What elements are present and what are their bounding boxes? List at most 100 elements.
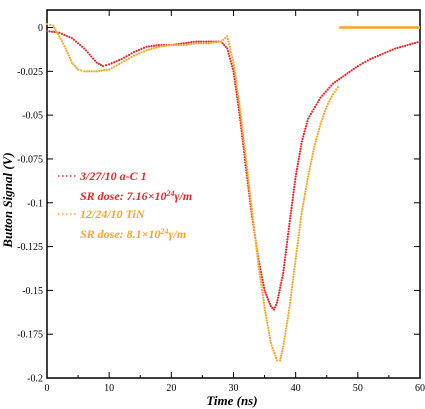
series-2-point xyxy=(273,351,276,355)
series-2-point xyxy=(242,142,246,145)
series-1-point xyxy=(399,46,402,49)
series-1-point xyxy=(303,130,306,133)
series-2-point xyxy=(232,64,235,67)
series-2-point xyxy=(304,187,307,191)
series-1-point xyxy=(309,112,312,116)
series-2-point xyxy=(281,350,284,353)
series-2-point xyxy=(60,40,64,43)
series-1-point xyxy=(182,42,185,45)
series-1-point xyxy=(328,86,331,89)
series-1-point xyxy=(263,289,266,292)
series-2-point xyxy=(142,50,146,53)
series-1-point xyxy=(298,152,301,156)
series-1-point xyxy=(336,79,339,82)
series-2-point xyxy=(83,70,86,73)
series-1-point xyxy=(279,286,282,289)
series-1-point xyxy=(281,276,284,279)
series-1-point xyxy=(264,291,267,294)
series-2-point xyxy=(315,135,319,138)
series-1-point xyxy=(299,145,303,148)
series-1-point xyxy=(88,53,91,56)
y-axis: 0 -0.025 -0.05 -0.075 -0.1 -0.125 -0.15 -0.175 -… xyxy=(17,23,420,385)
series-1-point xyxy=(359,63,362,66)
series-2-point xyxy=(57,33,60,36)
series-1-point xyxy=(300,142,303,146)
series-2-point xyxy=(242,134,245,137)
x-axis-title: Time (ns) xyxy=(206,393,257,408)
series-2-point xyxy=(103,69,106,72)
series-1-point xyxy=(287,233,290,236)
series-1-point xyxy=(269,305,272,308)
y-axis-title: Button Signal (V) xyxy=(0,152,15,248)
legend-item-series-1: 3/27/10 a-C 1 SR dose: 7.16×1024γ/m xyxy=(58,169,192,203)
series-1-point xyxy=(127,53,131,56)
series-1-point xyxy=(379,53,382,56)
series-1-point xyxy=(274,303,278,307)
series-1-point xyxy=(311,110,314,113)
series-1-point xyxy=(285,248,288,251)
series-2-point xyxy=(132,54,136,57)
series-2-point xyxy=(274,354,277,357)
series-1-point xyxy=(286,240,289,243)
series-1-point xyxy=(305,122,308,125)
series-2-point xyxy=(59,37,62,40)
y-tick-label: 0 xyxy=(38,23,43,34)
series-1-point xyxy=(283,264,286,267)
series-2-point xyxy=(299,218,302,221)
series-2-point xyxy=(240,123,243,126)
series-2-point xyxy=(314,140,317,143)
series-1-point xyxy=(294,178,297,181)
series-1-point xyxy=(50,30,54,33)
series-1-point xyxy=(97,62,100,65)
series-2-point xyxy=(267,331,271,335)
series-1-point xyxy=(200,40,203,43)
series-2-point xyxy=(311,155,314,158)
series-2-point xyxy=(302,202,305,206)
series-2-point xyxy=(292,275,295,279)
series-2-point xyxy=(240,118,243,121)
series-2-point xyxy=(252,220,255,224)
series-1-point xyxy=(92,57,95,60)
series-1-point xyxy=(273,306,277,309)
x-tick-label: 50 xyxy=(353,383,363,394)
series-1-point xyxy=(298,155,301,158)
series-2-point xyxy=(244,152,247,155)
series-1-point xyxy=(288,220,291,223)
series-1-point xyxy=(386,50,389,53)
series-1-point xyxy=(231,65,234,68)
series-2-point xyxy=(262,299,265,302)
series-2-point xyxy=(299,220,302,224)
series-2-point xyxy=(205,42,208,45)
series-2-point xyxy=(247,176,250,179)
series-2-point xyxy=(145,49,148,52)
series-2-point xyxy=(259,278,262,281)
series-2-point xyxy=(232,61,235,64)
series-1-point xyxy=(316,101,319,104)
series-2-point xyxy=(255,244,258,247)
series-2-point xyxy=(250,202,253,205)
series-1-point xyxy=(285,243,288,246)
series-1-point xyxy=(202,40,205,43)
series-2-point xyxy=(234,74,237,77)
series-2-point xyxy=(300,210,303,213)
series-2-point xyxy=(53,26,56,29)
series-2-point xyxy=(224,36,227,40)
series-1-point xyxy=(132,50,136,54)
legend-dose-series-1: SR dose: 7.16×1024γ/m xyxy=(80,189,192,204)
series-2-point xyxy=(238,105,241,108)
series-1-point xyxy=(313,105,317,109)
series-2-point xyxy=(270,344,273,347)
series-2-point xyxy=(281,347,284,350)
series-2-point xyxy=(289,293,293,297)
legend-label-series-2: 12/24/10 TiN xyxy=(80,207,146,221)
series-2-point xyxy=(322,112,326,115)
y-tick-label: -0.125 xyxy=(17,242,43,253)
series-2-point xyxy=(268,334,271,337)
series-1-point xyxy=(261,281,265,284)
series-1-point xyxy=(391,48,394,51)
series-1-point xyxy=(90,55,93,58)
series-1-point xyxy=(221,42,224,45)
series-2-point xyxy=(321,117,324,120)
series-2-point xyxy=(271,346,274,350)
series-layer xyxy=(45,22,422,362)
